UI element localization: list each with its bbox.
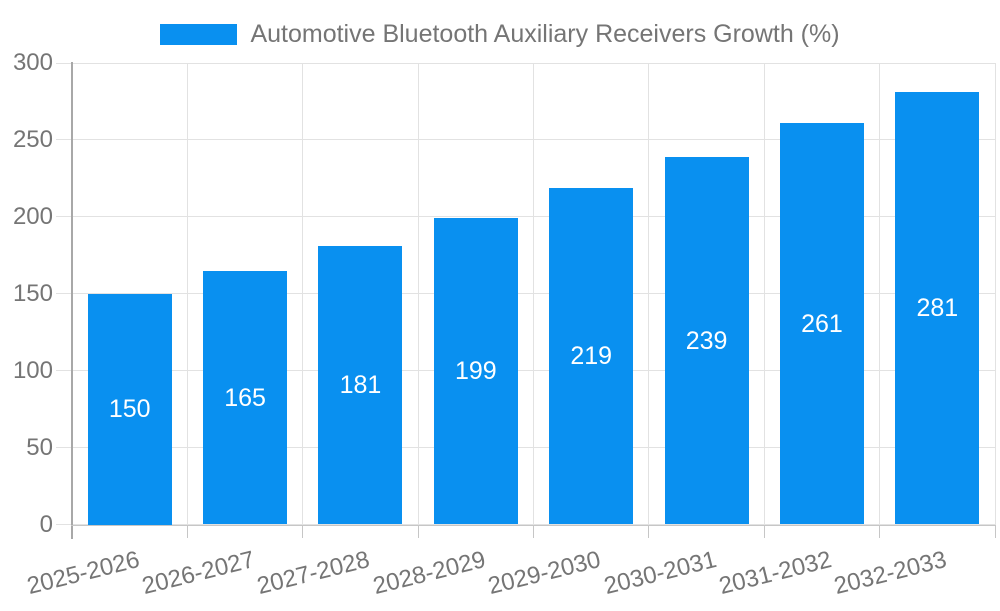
bar-value-label: 165 [224, 383, 266, 412]
y-axis-label: 200 [12, 202, 53, 230]
bar-2028-2029[interactable] [433, 218, 518, 525]
x-tick [648, 524, 650, 538]
y-axis-line [71, 62, 73, 539]
bar-2025-2026[interactable] [87, 293, 172, 525]
y-tick [56, 139, 72, 141]
x-tick [879, 524, 881, 538]
x-gridline [186, 63, 188, 525]
x-tick [763, 524, 765, 538]
bar-value-label: 281 [916, 294, 959, 323]
bar-value-label: 150 [108, 395, 151, 424]
bar-value-label: 181 [339, 371, 382, 400]
y-tick [56, 293, 72, 295]
y-tick [56, 447, 72, 449]
bar-2029-2030[interactable] [549, 187, 634, 525]
y-axis-label: 300 [12, 49, 53, 76]
y-axis-label: 250 [12, 125, 53, 153]
y-tick [56, 524, 72, 525]
x-tick [417, 524, 419, 538]
y-axis-label: 100 [12, 356, 53, 384]
legend[interactable]: Automotive Bluetooth Auxiliary Receivers… [0, 20, 1000, 49]
x-gridline [533, 63, 534, 525]
bar-value-label: 219 [570, 342, 613, 371]
bar-2026-2027[interactable] [203, 270, 288, 525]
x-gridline [994, 63, 996, 525]
y-axis-label: 150 [12, 279, 53, 307]
x-gridline [302, 63, 304, 525]
bar-2027-2028[interactable] [318, 246, 403, 525]
x-tick [533, 524, 534, 538]
x-axis-line [71, 524, 995, 526]
x-tick [186, 524, 188, 538]
bar-value-label: 261 [801, 309, 843, 338]
y-tick [56, 216, 72, 218]
bar-2030-2031[interactable] [664, 156, 749, 525]
bar-value-label: 199 [454, 357, 497, 386]
bar-2032-2033[interactable] [895, 92, 980, 525]
bar-2031-2032[interactable] [779, 122, 864, 525]
x-gridline [648, 63, 650, 525]
y-tick [56, 370, 72, 372]
chart-title: Automotive Bluetooth Auxiliary Receivers… [250, 20, 840, 48]
x-tick [302, 524, 304, 538]
bar-value-label: 239 [685, 326, 728, 355]
x-gridline [763, 63, 765, 525]
y-axis-label: 0 [39, 510, 53, 538]
x-tick [994, 524, 996, 538]
y-tick [56, 62, 72, 64]
legend-swatch [160, 24, 238, 45]
x-gridline [879, 63, 881, 525]
y-axis-label: 50 [26, 433, 53, 461]
x-gridline [417, 63, 419, 525]
